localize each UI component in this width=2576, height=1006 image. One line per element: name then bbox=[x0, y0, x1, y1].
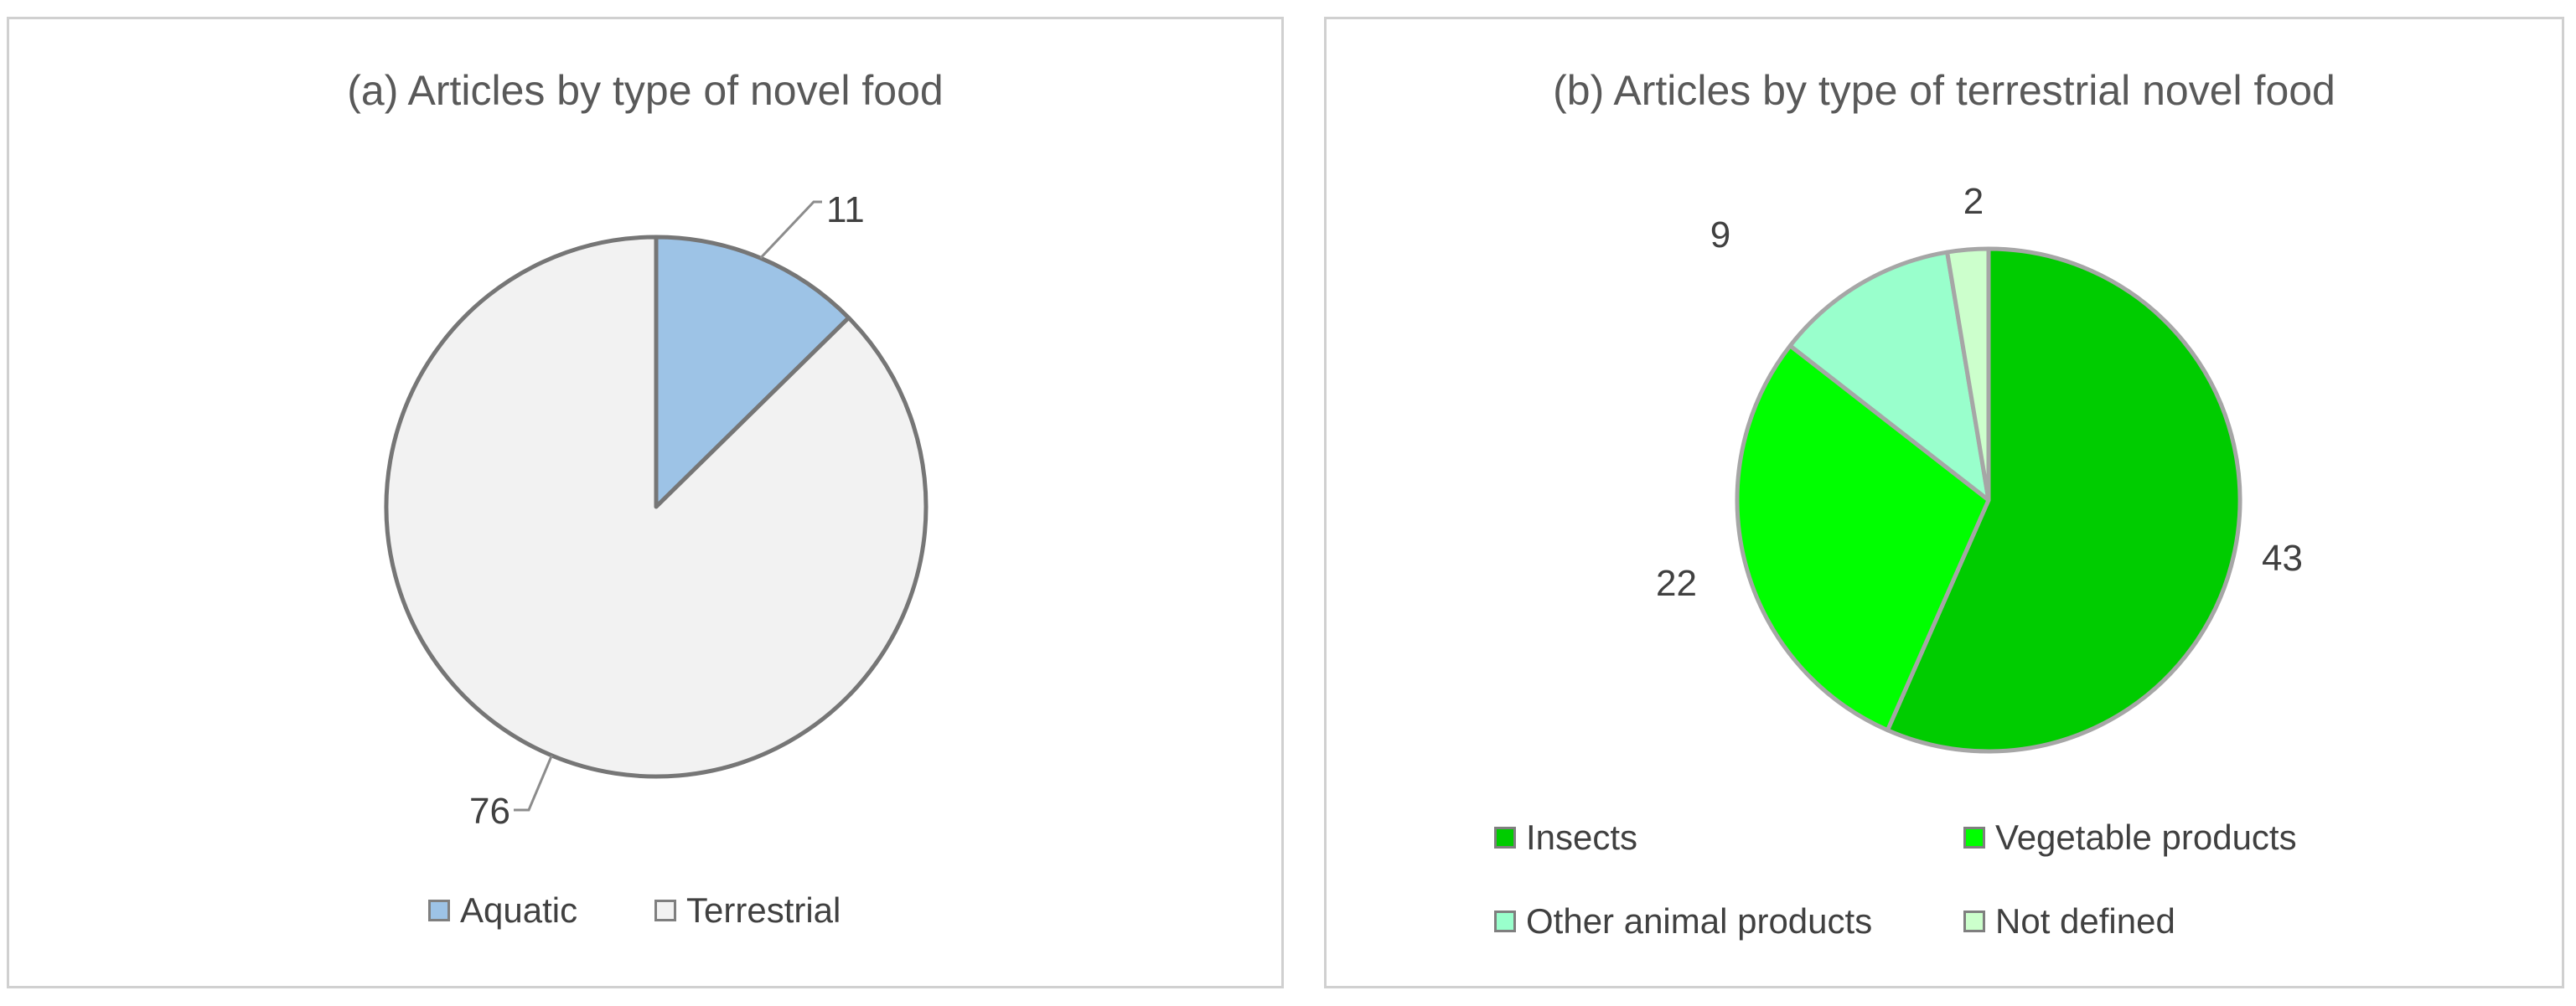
legend-item-aquatic: Aquatic bbox=[428, 890, 577, 931]
legend-label-terrestrial: Terrestrial bbox=[686, 890, 841, 930]
legend-label-aquatic: Aquatic bbox=[460, 890, 578, 930]
legend-label-other-animal-products: Other animal products bbox=[1526, 901, 1873, 941]
legend-item-not-defined: Not defined bbox=[1963, 901, 2175, 942]
legend-label-vegetable-products: Vegetable products bbox=[1995, 818, 2297, 857]
pie-slice-not-defined bbox=[1945, 246, 1991, 503]
pie-slice-aquatic bbox=[654, 235, 851, 509]
legend-swatch-vegetable-products bbox=[1963, 827, 1985, 849]
legend-swatch-not-defined bbox=[1963, 911, 1985, 932]
legend-swatch-insects bbox=[1494, 827, 1516, 849]
chart-panel-b: (b) Articles by type of terrestrial nove… bbox=[1324, 17, 2564, 988]
chart-a-title: (a) Articles by type of novel food bbox=[347, 67, 944, 114]
pie-slice-vegetable-products bbox=[1735, 343, 1991, 733]
data-label-vegetable-products: 22 bbox=[1656, 563, 1697, 604]
data-label-not-defined: 2 bbox=[1963, 181, 1984, 222]
legend-label-not-defined: Not defined bbox=[1995, 901, 2175, 941]
leader-line-terrestrial bbox=[514, 755, 553, 812]
legend-swatch-aquatic bbox=[428, 900, 450, 921]
chart-a-pie: 11 76 bbox=[384, 189, 928, 832]
data-label-terrestrial: 76 bbox=[469, 791, 510, 832]
pie-slice-other-animal-products bbox=[1787, 250, 1991, 503]
legend-swatch-terrestrial bbox=[654, 900, 676, 921]
pie-slice-insects bbox=[1885, 246, 2242, 754]
chart-b-title: (b) Articles by type of terrestrial nove… bbox=[1553, 67, 2335, 114]
data-label-other-animal-products: 9 bbox=[1710, 214, 1730, 255]
data-label-insects: 43 bbox=[2262, 538, 2303, 579]
pie-slice-terrestrial bbox=[384, 235, 928, 779]
chart-panel-a: (a) Articles by type of novel food 11 76 … bbox=[7, 17, 1284, 988]
legend-item-terrestrial: Terrestrial bbox=[654, 890, 841, 931]
chart-b-pie: 43 22 9 2 bbox=[1656, 181, 2303, 754]
leader-line-aquatic bbox=[759, 200, 822, 260]
legend-item-other-animal-products: Other animal products bbox=[1494, 901, 1872, 942]
data-label-aquatic: 11 bbox=[826, 189, 865, 230]
legend-item-vegetable-products: Vegetable products bbox=[1963, 818, 2297, 858]
legend-swatch-other-animal-products bbox=[1494, 911, 1516, 932]
legend-item-insects: Insects bbox=[1494, 818, 1637, 858]
legend-label-insects: Insects bbox=[1526, 818, 1638, 857]
